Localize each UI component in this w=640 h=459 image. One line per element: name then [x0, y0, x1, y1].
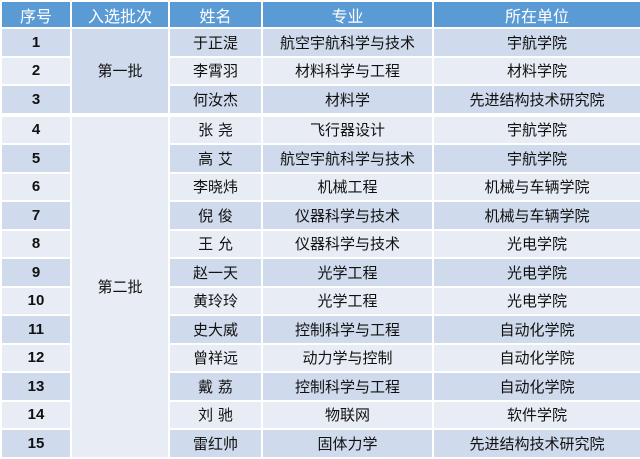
cell-unit: 机械与车辆学院 [432, 200, 640, 231]
header-batch: 入选批次 [70, 0, 170, 29]
header-index: 序号 [0, 0, 72, 29]
cell-unit: 材料学院 [432, 55, 640, 86]
cell-index: 15 [0, 428, 72, 459]
cell-major: 航空宇航科学与技术 [261, 27, 434, 58]
cell-major: 材料学 [261, 84, 434, 116]
cell-index: 9 [0, 257, 72, 288]
cell-major: 固体力学 [261, 428, 434, 459]
cell-index: 2 [0, 55, 72, 86]
table-row: 6 李晓炜 机械工程 机械与车辆学院 [0, 171, 640, 202]
cell-index: 5 [0, 143, 72, 174]
cell-index: 10 [0, 285, 72, 316]
cell-index: 12 [0, 342, 72, 373]
cell-unit: 光电学院 [432, 285, 640, 316]
cell-name: 史大威 [168, 314, 263, 345]
cell-major: 控制科学与工程 [261, 314, 434, 345]
cell-name: 刘 驰 [168, 399, 263, 430]
cell-major: 仪器科学与技术 [261, 228, 434, 259]
cell-index: 1 [0, 27, 72, 58]
table-row: 13 戴 荔控制科学与工程 自动化学院 [0, 371, 640, 402]
cell-name: 李晓炜 [168, 171, 263, 202]
cell-name: 赵一天 [168, 257, 263, 288]
header-name: 姓名 [168, 0, 263, 29]
cell-major: 控制科学与工程 [261, 371, 434, 402]
cell-unit: 自动化学院 [432, 371, 640, 402]
cell-index: 6 [0, 171, 72, 202]
cell-name: 戴 荔 [168, 371, 263, 402]
cell-name: 王 允 [168, 228, 263, 259]
cell-batch: 第一批 [70, 27, 170, 116]
cell-batch: 第二批 [70, 112, 170, 459]
cell-major: 仪器科学与技术 [261, 200, 434, 231]
cell-major: 光学工程 [261, 257, 434, 288]
table-row: 14 刘 驰物联网 软件学院 [0, 399, 640, 430]
cell-name: 高 艾 [168, 143, 263, 174]
table-row: 2 李霄羽 材料科学与工程 材料学院 [0, 55, 640, 86]
cell-name: 张 尧 [168, 112, 263, 145]
cell-name: 何汝杰 [168, 84, 263, 116]
table-row: 8 王 允仪器科学与技术 光电学院 [0, 228, 640, 259]
cell-name: 于正湜 [168, 27, 263, 58]
cell-index: 4 [0, 112, 72, 145]
cell-index: 14 [0, 399, 72, 430]
cell-unit: 光电学院 [432, 228, 640, 259]
cell-index: 3 [0, 84, 72, 116]
cell-name: 雷红帅 [168, 428, 263, 459]
cell-major: 航空宇航科学与技术 [261, 143, 434, 174]
cell-index: 13 [0, 371, 72, 402]
table-row: 5 高 艾航空宇航科学与技术 宇航学院 [0, 143, 640, 174]
cell-name: 曾祥远 [168, 342, 263, 373]
cell-major: 物联网 [261, 399, 434, 430]
table-row: 4 第二批张 尧飞行器设计 宇航学院 [0, 112, 640, 459]
table-row: 12 曾祥远 动力学与控制 自动化学院 [0, 342, 640, 373]
cell-unit: 软件学院 [432, 399, 640, 430]
table-row: 11 史大威 控制科学与工程 自动化学院 [0, 314, 640, 345]
cell-major: 飞行器设计 [261, 112, 434, 145]
cell-major: 材料科学与工程 [261, 55, 434, 86]
cell-unit: 宇航学院 [432, 112, 640, 145]
cell-unit: 宇航学院 [432, 143, 640, 174]
table-row: 9 赵一天 光学工程 光电学院 [0, 257, 640, 288]
cell-name: 李霄羽 [168, 55, 263, 86]
header-unit: 所在单位 [432, 0, 640, 29]
cell-major: 动力学与控制 [261, 342, 434, 373]
table-header: 序号 入选批次 姓名 专业 所在单位 [0, 0, 640, 29]
cell-unit: 宇航学院 [432, 27, 640, 58]
cell-unit: 机械与车辆学院 [432, 171, 640, 202]
cell-index: 11 [0, 314, 72, 345]
cell-unit: 光电学院 [432, 257, 640, 288]
cell-index: 7 [0, 200, 72, 231]
cell-name: 倪 俊 [168, 200, 263, 231]
cell-unit: 自动化学院 [432, 314, 640, 345]
table-row: 3 何汝杰 材料学 先进结构技术研究院 [0, 84, 640, 116]
cell-unit: 先进结构技术研究院 [432, 428, 640, 459]
cell-unit: 先进结构技术研究院 [432, 84, 640, 116]
header-major: 专业 [261, 0, 434, 29]
cell-index: 8 [0, 228, 72, 259]
cell-name: 黄玲玲 [168, 285, 263, 316]
cell-major: 机械工程 [261, 171, 434, 202]
cell-major: 光学工程 [261, 285, 434, 316]
cell-unit: 自动化学院 [432, 342, 640, 373]
table-row: 7 倪 俊仪器科学与技术 机械与车辆学院 [0, 200, 640, 231]
table-row: 1 第一批 于正湜 航空宇航科学与技术 宇航学院 [0, 27, 640, 116]
